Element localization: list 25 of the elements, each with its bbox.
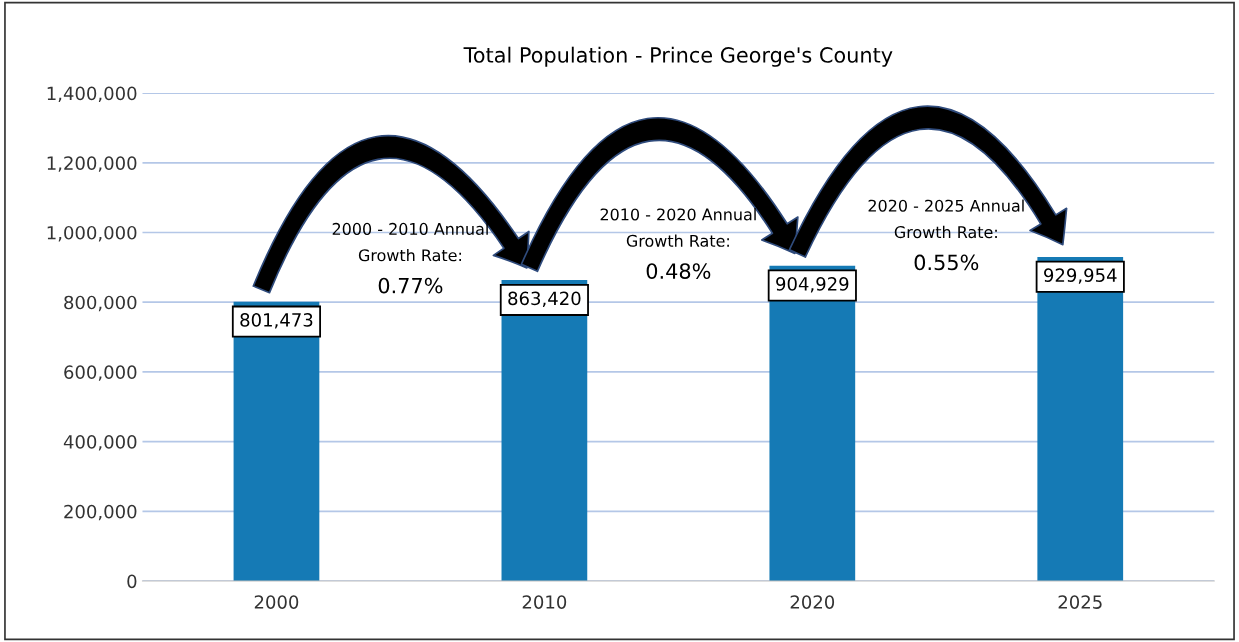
y-tick-label: 400,000 bbox=[63, 435, 137, 451]
y-tick-label: 0 bbox=[127, 574, 137, 589]
bar bbox=[1037, 256, 1124, 582]
bar bbox=[769, 265, 856, 582]
x-tick-label: 2000 bbox=[254, 595, 299, 609]
annotation: 0.77% bbox=[378, 277, 443, 294]
data-label: 904,929 bbox=[776, 277, 849, 293]
data-label: 863,420 bbox=[508, 291, 581, 308]
data-label: 801,473 bbox=[240, 313, 313, 329]
y-tick-label: 1,000,000 bbox=[47, 225, 137, 242]
data-label: 929,954 bbox=[1044, 268, 1117, 284]
annotation: 0.55% bbox=[914, 254, 979, 271]
y-tick-label: 1,200,000 bbox=[47, 156, 137, 172]
x-tick-label: 2020 bbox=[790, 595, 835, 609]
annotation: 2020 - 2025 Annual Growth Rate: bbox=[868, 199, 1024, 239]
annotation: 2010 - 2020 Annual Growth Rate: bbox=[600, 208, 756, 247]
y-tick-label: 200,000 bbox=[64, 504, 137, 521]
annotation: 0.48% bbox=[646, 263, 711, 279]
y-tick-label: 1,400,000 bbox=[47, 86, 137, 103]
chart-title: Total Population - Prince George's County bbox=[463, 46, 893, 67]
y-tick-label: 800,000 bbox=[64, 295, 137, 312]
x-tick-label: 2025 bbox=[1058, 595, 1102, 609]
y-tick-label: 600,000 bbox=[64, 365, 137, 381]
annotation: 2000 - 2010 Annual Growth Rate: bbox=[332, 222, 488, 262]
x-tick-label: 2010 bbox=[522, 595, 567, 609]
